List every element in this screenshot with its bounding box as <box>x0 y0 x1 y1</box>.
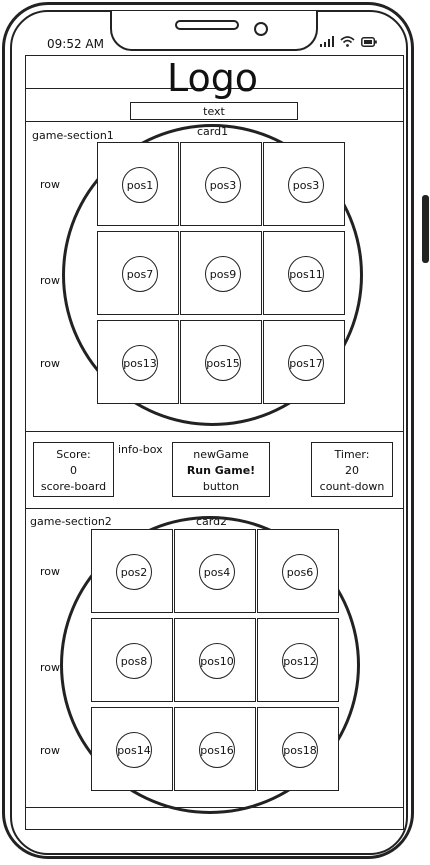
card-position: pos3 <box>288 167 324 203</box>
memory-card[interactable]: pos12 <box>257 618 339 702</box>
card-position: pos10 <box>199 643 235 679</box>
side-button <box>422 195 429 263</box>
card-position: pos17 <box>288 345 324 381</box>
info-box-label: info-box <box>118 443 163 456</box>
memory-card[interactable]: pos13 <box>97 320 179 404</box>
timer-caption: count-down <box>319 480 385 493</box>
memory-card[interactable]: pos16 <box>174 707 256 791</box>
timer-title: Timer: <box>334 448 370 461</box>
memory-card[interactable]: pos7 <box>97 231 179 315</box>
card-position: pos6 <box>282 554 318 590</box>
memory-card[interactable]: pos14 <box>91 707 173 791</box>
count-down: Timer: 20 count-down <box>311 442 393 497</box>
game-section2-label: game-section2 <box>30 515 112 528</box>
memory-card[interactable]: pos1 <box>97 142 179 226</box>
memory-card[interactable]: pos10 <box>174 618 256 702</box>
memory-card[interactable]: pos2 <box>91 529 173 613</box>
run-game-button[interactable]: Run Game! <box>186 464 256 477</box>
wifi-icon <box>340 36 355 47</box>
memory-card[interactable]: pos18 <box>257 707 339 791</box>
card-position: pos11 <box>288 256 324 292</box>
card-position: pos12 <box>282 643 318 679</box>
card-position: pos14 <box>116 732 152 768</box>
new-game-title: newGame <box>193 448 249 461</box>
score-board: Score: 0 score-board <box>33 442 114 497</box>
row-label: row <box>40 744 61 757</box>
card-position: pos7 <box>122 256 158 292</box>
card-position: pos4 <box>199 554 235 590</box>
score-title: Score: <box>56 448 91 461</box>
signal-icon <box>320 36 334 47</box>
card-position: pos9 <box>205 256 241 292</box>
status-time: 09:52 AM <box>47 37 104 51</box>
game-section1-label: game-section1 <box>32 129 114 142</box>
memory-card[interactable]: pos8 <box>91 618 173 702</box>
status-icons <box>320 36 377 47</box>
speaker-icon <box>175 20 239 30</box>
row-label: row <box>40 661 61 674</box>
game-circle-1 <box>62 124 363 426</box>
phone-notch <box>110 11 318 51</box>
battery-icon <box>361 36 377 47</box>
row-label: row <box>40 178 61 191</box>
game-circle-2 <box>60 516 360 814</box>
card-position: pos16 <box>199 732 235 768</box>
header-text-box: text <box>130 102 298 120</box>
score-caption: score-board <box>40 480 107 493</box>
memory-card[interactable]: pos17 <box>263 320 345 404</box>
card-position: pos1 <box>122 167 158 203</box>
memory-card[interactable]: pos9 <box>180 231 262 315</box>
memory-card[interactable]: pos11 <box>263 231 345 315</box>
card-position: pos8 <box>116 643 152 679</box>
card-position: pos3 <box>205 167 241 203</box>
card-position: pos18 <box>282 732 318 768</box>
memory-card[interactable]: pos6 <box>257 529 339 613</box>
card-position: pos13 <box>122 345 158 381</box>
logo: Logo <box>166 56 259 100</box>
memory-card[interactable]: pos15 <box>180 320 262 404</box>
button-caption: button <box>202 480 240 493</box>
divider <box>25 508 404 509</box>
divider <box>25 121 404 122</box>
memory-card[interactable]: pos4 <box>174 529 256 613</box>
card-position: pos15 <box>205 345 241 381</box>
row-label: row <box>40 357 61 370</box>
app-screen <box>25 55 404 830</box>
score-value: 0 <box>70 464 77 477</box>
card-position: pos2 <box>116 554 152 590</box>
divider <box>25 88 404 89</box>
camera-icon <box>254 22 268 36</box>
memory-card[interactable]: pos3 <box>180 142 262 226</box>
new-game-box: newGame Run Game! button <box>172 442 270 497</box>
memory-card[interactable]: pos3 <box>263 142 345 226</box>
timer-value: 20 <box>345 464 359 477</box>
row-label: row <box>40 565 61 578</box>
row-label: row <box>40 274 61 287</box>
divider <box>25 431 404 432</box>
